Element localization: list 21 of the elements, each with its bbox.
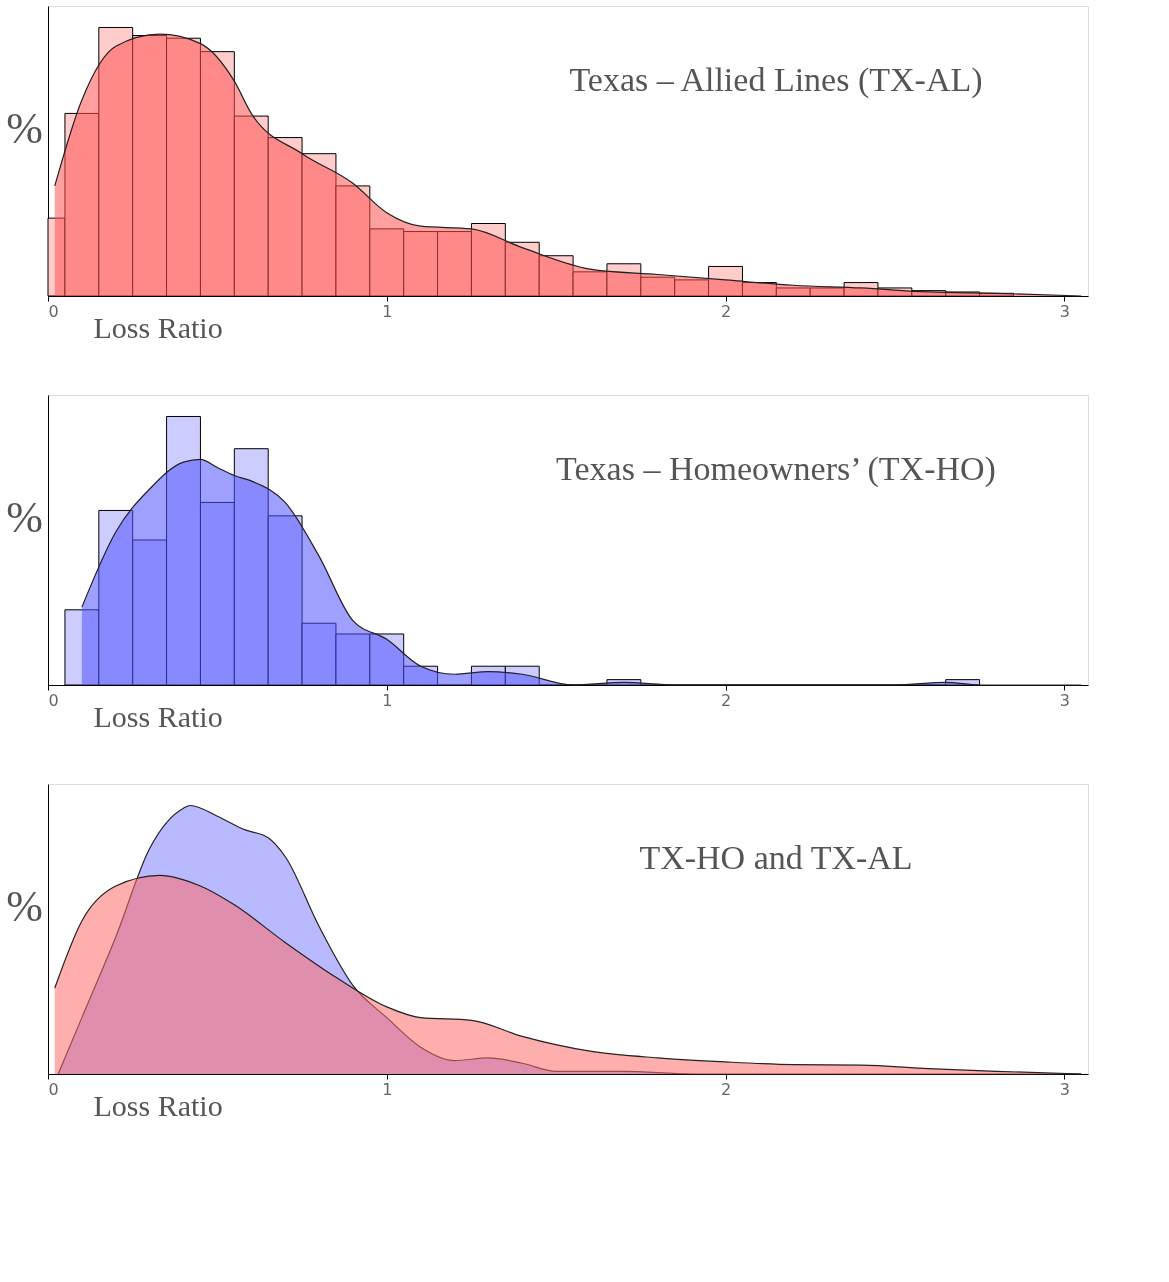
x-axis-title: Loss Ratio [93,699,223,733]
x-tick-label: 2 [720,301,732,321]
x-tick-label: 0 [48,690,59,710]
x-tick-label: 2 [720,690,732,710]
x-tick-label: 1 [382,301,393,321]
y-axis-title: % [6,103,43,153]
x-tick-label: 3 [1059,301,1070,321]
text: TX-HO and TX-AL [639,839,913,876]
x-tick-label: 3 [1059,690,1070,710]
x-tick-label: 3 [1059,1079,1070,1099]
x-tick-label: 1 [382,690,393,710]
x-axis-title: Loss Ratio [93,1088,223,1122]
x-axis-title: Loss Ratio [93,310,223,344]
x-tick-label: 0 [48,301,59,321]
text: Texas – Allied Lines (TX-AL) [569,61,983,99]
x-tick-label: 1 [382,1079,393,1099]
text: Texas – Homeowners’ (TX-HO) [556,450,996,488]
y-axis-title: % [6,881,43,931]
x-tick-label: 0 [48,1079,59,1099]
y-axis-title: % [6,492,43,542]
x-tick-label: 2 [720,1079,732,1099]
